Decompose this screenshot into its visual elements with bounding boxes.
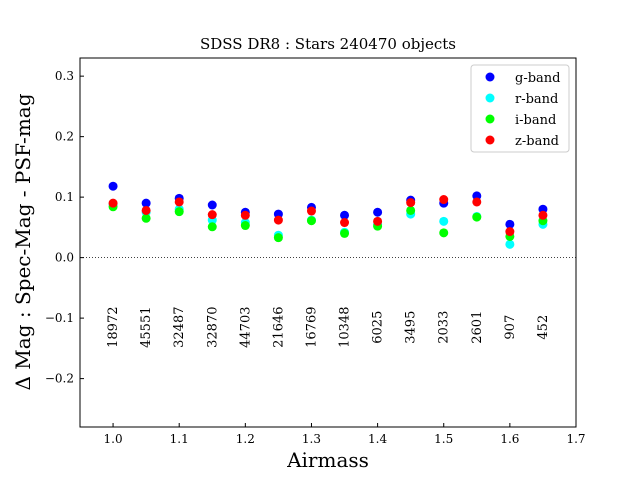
legend-entries: g-band r-band i-band z-band (485, 71, 560, 149)
data-point-z-band (207, 210, 217, 220)
data-point-z-band (538, 210, 548, 220)
legend-label: z-band (515, 134, 559, 149)
count-annotation: 2601 (470, 311, 485, 344)
legend-marker (485, 135, 495, 145)
data-point-z-band (141, 205, 151, 215)
data-point-g-band (108, 181, 118, 191)
legend-label: r-band (515, 92, 558, 107)
x-axis-label: Airmass (286, 448, 369, 472)
data-point-z-band (306, 206, 316, 216)
data-point-g-band (141, 198, 151, 208)
data-point-i-band (439, 228, 449, 238)
count-annotation: 44703 (238, 307, 253, 348)
data-point-i-band (240, 221, 250, 231)
y-tick-label: −0.2 (45, 372, 74, 386)
x-tick-label: 1.3 (302, 432, 321, 446)
data-point-g-band (373, 207, 383, 217)
x-tick-label: 1.2 (236, 432, 255, 446)
x-tick-label: 1.5 (434, 432, 453, 446)
legend-label: g-band (515, 71, 560, 86)
data-point-i-band (340, 228, 350, 238)
data-point-z-band (240, 210, 250, 220)
x-tick-label: 1.4 (368, 432, 387, 446)
x-tick-label: 1.7 (566, 432, 585, 446)
count-annotation: 6025 (371, 311, 386, 344)
data-point-z-band (505, 227, 515, 237)
x-tick-label: 1.0 (104, 432, 123, 446)
data-point-g-band (505, 219, 515, 229)
y-tick-label: 0.2 (55, 130, 74, 144)
count-annotation: 16769 (304, 307, 319, 348)
data-point-i-band (141, 213, 151, 223)
data-point-i-band (273, 233, 283, 243)
count-annotation: 3495 (404, 311, 419, 344)
y-tick-label: 0.0 (55, 251, 74, 265)
chart-title: SDSS DR8 : Stars 240470 objects (200, 35, 456, 53)
data-point-i-band (306, 216, 316, 226)
legend-label: i-band (515, 113, 556, 128)
data-point-z-band (406, 198, 416, 208)
data-point-r-band (505, 239, 515, 249)
count-annotation: 10348 (338, 307, 353, 348)
y-tick-label: 0.3 (55, 69, 74, 83)
data-point-i-band (472, 212, 482, 222)
data-point-i-band (174, 207, 184, 217)
count-annotation: 452 (536, 315, 551, 340)
data-point-g-band (207, 200, 217, 210)
data-point-z-band (174, 197, 184, 207)
legend-marker (485, 114, 495, 124)
data-point-g-band (340, 210, 350, 220)
x-tick-label: 1.1 (170, 432, 189, 446)
data-point-i-band (406, 205, 416, 215)
legend-marker (485, 93, 495, 103)
data-point-z-band (273, 215, 283, 225)
x-tick-label: 1.6 (500, 432, 519, 446)
legend-box (470, 64, 570, 153)
data-point-i-band (207, 222, 217, 232)
data-point-z-band (439, 195, 449, 205)
data-point-r-band (439, 216, 449, 226)
count-annotation: 907 (503, 315, 518, 340)
count-annotation: 32870 (205, 307, 220, 348)
y-axis-label: Δ Mag : Spec-Mag - PSF-mag (11, 93, 35, 390)
y-tick-label: 0.1 (55, 190, 74, 204)
y-tick-label: −0.1 (45, 311, 74, 325)
plot-area: 1.0 1.1 1.2 1.3 1.4 1.5 1.6 1.7 −0.2 −0.1 0.0 0.1 0.… (45, 69, 586, 446)
plot-frame (79, 57, 577, 428)
data-point-z-band (373, 216, 383, 226)
count-annotation: 32487 (172, 307, 187, 348)
count-annotation: 21646 (271, 307, 286, 348)
legend-marker (485, 72, 495, 82)
legend: g-band r-band i-band z-band (470, 64, 570, 153)
data-point-z-band (472, 197, 482, 207)
count-annotation: 45551 (139, 307, 154, 348)
data-point-z-band (108, 198, 118, 208)
count-annotation: 18972 (106, 307, 121, 348)
count-annotation: 2033 (437, 311, 452, 344)
data-point-z-band (340, 218, 350, 228)
